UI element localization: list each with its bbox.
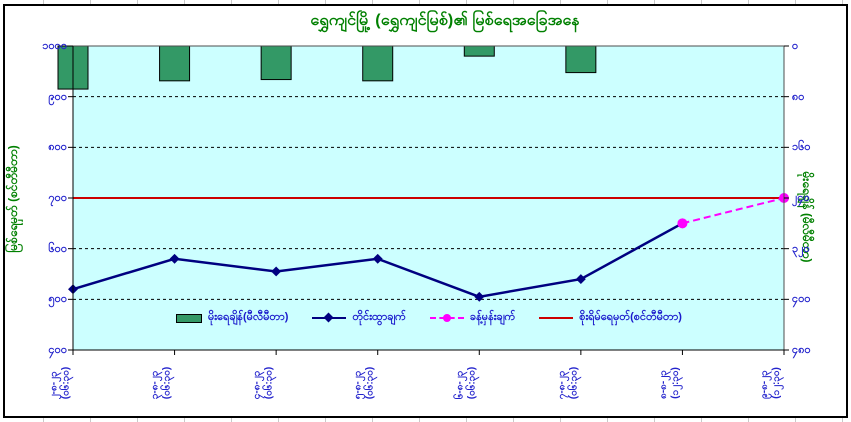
cell-gridline-tick	[419, 0, 420, 4]
right-axis-tick-label-1: ၈၀	[792, 90, 805, 103]
cell-gridline-tick	[90, 0, 91, 4]
x-axis-label-text: ၅-၈-၂၃ (၀၆:၃၀)	[352, 366, 376, 400]
forecast-marker-0	[677, 218, 688, 229]
left-axis-tick-label-3: ၇၀၀	[48, 192, 67, 204]
cell-gridline-tick	[560, 0, 561, 4]
x-axis-label-3: ၅-၈-၂၃ (၀၆:၃၀)	[330, 353, 400, 422]
cell-gridline-tick	[607, 418, 608, 422]
spreadsheet-gridline-strip-bottom	[0, 418, 851, 422]
cell-gridline-tick	[137, 418, 138, 422]
rainfall-bar-swatch-icon	[176, 313, 203, 323]
x-axis-label-text: ၄-၈-၂၃ (၀၆:၃၀)	[251, 366, 275, 400]
cell-gridline-tick	[325, 418, 326, 422]
x-axis-label-text: ၂-၈-၂၃ (၀၆:၃၀)	[48, 366, 71, 400]
cell-gridline-tick	[842, 418, 843, 422]
cell-gridline-tick	[231, 418, 232, 422]
left-axis-tick-label-0: ၁၀၀၀	[42, 40, 67, 52]
cell-gridline-tick	[278, 0, 279, 4]
legend-label-measured: တိုင်းထွာချက်	[352, 311, 406, 323]
legend-label-forecast: ခန့်မှန်းချက်	[469, 311, 516, 323]
cell-gridline-tick	[748, 418, 749, 422]
right-axis-tick-label-5: ၄၀၀	[792, 293, 811, 306]
cell-gridline-tick	[184, 418, 185, 422]
cell-gridline-tick	[43, 0, 44, 4]
cell-gridline-tick	[419, 418, 420, 422]
left-axis-tick-label-5: ၅၀၀	[48, 293, 67, 306]
rainfall-bar-1	[159, 45, 191, 82]
cell-gridline-tick	[372, 0, 373, 4]
cell-gridline-tick	[325, 0, 326, 4]
spreadsheet-gridline-strip-top	[0, 0, 851, 4]
right-axis-tick-label-3: ၂၄၀	[792, 192, 810, 204]
legend-item-measured: တိုင်းထွာချက်	[312, 310, 406, 326]
legend: မိုးရေချိန်(မီလီမီတာ) တိုင်းထွာချက် ခန့်…	[73, 306, 785, 330]
x-axis-label-7: ၉-၈-၂၃ (၁၂:၃၀)	[736, 353, 806, 422]
cell-gridline-tick	[701, 418, 702, 422]
rainfall-bar-3	[362, 45, 394, 82]
cell-gridline-tick	[748, 0, 749, 4]
rainfall-bar-5	[565, 45, 597, 74]
cell-gridline-tick	[795, 418, 796, 422]
x-axis-label-text: ၇-၈-၂၃ (၀၆:၃၀)	[555, 366, 579, 400]
legend-item-forecast: ခန့်မှန်းချက်	[429, 310, 516, 326]
chart-title: ရွှေကျင်မြို့ (ရွှေကျင်မြစ်)၏ မြစ်ရေအခြေ…	[310, 12, 580, 29]
cell-gridline-tick	[607, 0, 608, 4]
cell-gridline-tick	[372, 418, 373, 422]
x-axis-label-text: ၃-၈-၂၃ (၀၆:၃၀)	[149, 366, 173, 400]
cell-gridline-tick	[137, 0, 138, 4]
cell-gridline-tick	[701, 0, 702, 4]
cell-gridline-tick	[466, 418, 467, 422]
cell-gridline-tick	[90, 418, 91, 422]
measured-line-swatch-icon	[312, 312, 347, 324]
forecast-line-swatch-icon	[429, 312, 464, 324]
cell-gridline-tick	[560, 418, 561, 422]
cell-gridline-tick	[466, 0, 467, 4]
cell-gridline-tick	[513, 418, 514, 422]
forecast-line	[682, 197, 785, 225]
danger-line-swatch-icon	[539, 312, 574, 324]
cell-gridline-tick	[842, 0, 843, 4]
rainfall-bar-4	[463, 45, 495, 57]
legend-label-rainfall: မိုးရေချိန်(မီလီမီတာ)	[208, 311, 289, 323]
x-axis-label-text: ၉-၈-၂၃ (၁၂:၃၀)	[759, 367, 782, 399]
cell-gridline-tick	[278, 418, 279, 422]
cell-gridline-tick	[184, 0, 185, 4]
cell-gridline-tick	[43, 418, 44, 422]
right-axis-tick-label-4: ၃၂၀	[792, 242, 810, 255]
left-axis-tick-label-4: ၆၀၀	[48, 242, 67, 255]
left-axis-tick-label-6: ၄၀၀	[48, 344, 67, 356]
cell-gridline-tick	[513, 0, 514, 4]
cell-gridline-tick	[654, 418, 655, 422]
left-axis-tick-label-1: ၉၀၀	[48, 90, 67, 103]
x-axis-label-5: ၇-၈-၂၃ (၀၆:၃၀)	[533, 353, 603, 422]
x-axis-label-1: ၃-၈-၂၃ (၀၆:၃၀)	[127, 353, 197, 422]
cell-gridline-tick	[231, 0, 232, 4]
x-axis-label-text: ၈-၈-၂၃ (၁၂:၃၀)	[657, 367, 681, 399]
right-axis-tick-label-2: ၁၆၀	[792, 141, 811, 154]
left-axis-tick-label-2: ၈၀၀	[48, 141, 67, 154]
x-axis-label-text: ၆-၈-၂၃ (၀၆:၃၀)	[454, 366, 478, 400]
right-axis-tick-label-6: ၄၈၀	[792, 344, 811, 356]
measured-marker-5	[575, 274, 586, 285]
x-axis-label-2: ၄-၈-၂၃ (၀၆:၃၀)	[228, 353, 298, 422]
legend-item-danger-level: စိုးရိမ်ရေမှတ်(စင်တီမီတာ)	[539, 310, 682, 326]
x-axis-label-0: ၂-၈-၂၃ (၀၆:၃၀)	[25, 353, 95, 422]
legend-item-rainfall: မိုးရေချိန်(မီလီမီတာ)	[176, 310, 288, 326]
cell-gridline-tick	[654, 0, 655, 4]
x-axis-label-6: ၈-၈-၂၃ (၁၂:၃၀)	[634, 353, 704, 422]
x-axis-label-4: ၆-၈-၂၃ (၀၆:၃၀)	[431, 353, 501, 422]
right-axis-tick-label-0: ၀	[792, 40, 799, 52]
cell-gridline-tick	[795, 0, 796, 4]
legend-label-danger-level: စိုးရိမ်ရေမှတ်(စင်တီမီတာ)	[579, 311, 682, 323]
rainfall-bar-2	[260, 45, 292, 81]
